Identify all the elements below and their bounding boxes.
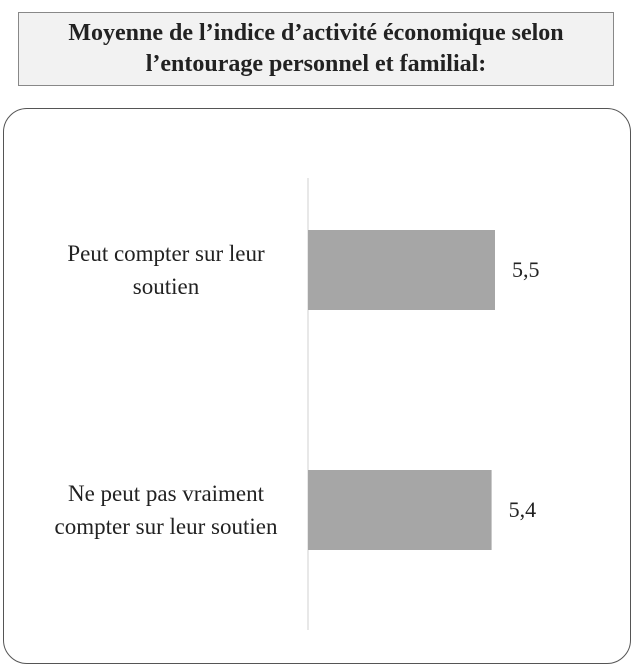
value-label: 5,5 xyxy=(512,257,540,282)
chart-title: Moyenne de l’indice d’activité économiqu… xyxy=(68,20,564,77)
value-label: 5,4 xyxy=(508,497,537,522)
y-tick-label: Peut compter sur leur soutien xyxy=(67,241,265,299)
y-tick-label: Ne peut pas vraiment compter sur leur so… xyxy=(54,481,278,539)
bar xyxy=(308,470,492,550)
bar xyxy=(308,230,495,310)
chart-panel xyxy=(3,108,631,664)
title-box: Moyenne de l’indice d’activité économiqu… xyxy=(18,12,614,86)
